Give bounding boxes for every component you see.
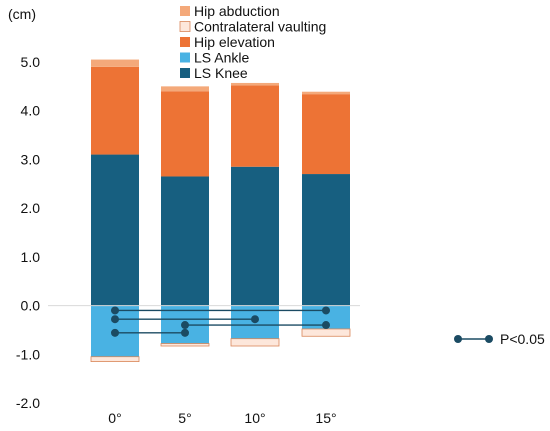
bar-segment-hip-elevation xyxy=(231,85,279,167)
legend-label-ls-knee: LS Knee xyxy=(194,65,248,81)
bar-segment-ls-knee xyxy=(91,154,139,306)
bar-segment-hip-abduction xyxy=(231,82,279,86)
bar-segment-hip-abduction xyxy=(91,59,139,67)
significance-legend-dot xyxy=(485,335,493,343)
significance-dot xyxy=(111,306,119,315)
legend-swatch-hip-abduction xyxy=(180,6,190,16)
significance-legend-label: P<0.05 xyxy=(500,331,545,347)
y-tick-label: 4.0 xyxy=(21,103,41,119)
significance-dot xyxy=(181,328,189,337)
bar-segment-ls-knee xyxy=(302,174,350,306)
significance-legend: P<0.05 xyxy=(454,331,545,347)
bar-segment-ls-ankle xyxy=(302,305,350,329)
legend-swatch-ls-knee xyxy=(180,68,190,78)
bar-segment-ls-knee xyxy=(161,176,209,306)
bar-segment-hip-abduction xyxy=(161,86,209,92)
x-tick-label: 15° xyxy=(315,410,336,426)
x-axis-ticks: 0° 5° 10° 15° xyxy=(108,410,336,426)
x-tick-label: 5° xyxy=(178,410,191,426)
significance-dot xyxy=(111,315,119,324)
x-tick-label: 0° xyxy=(108,410,121,426)
y-tick-label: 5.0 xyxy=(21,54,41,70)
y-tick-label: -2.0 xyxy=(16,395,40,411)
bar-segment-contralateral-vaulting xyxy=(160,343,210,347)
significance-markers xyxy=(111,306,330,337)
significance-dot xyxy=(322,306,330,315)
significance-legend-dot xyxy=(454,335,462,343)
significance-dot xyxy=(181,321,189,330)
legend-swatch-hip-elevation xyxy=(180,37,190,47)
bar-segment-hip-elevation xyxy=(91,66,139,155)
y-axis-ticks: 5.0 4.0 3.0 2.0 1.0 0.0 -1.0 -2.0 xyxy=(16,54,40,411)
legend-label-hip-abduction: Hip abduction xyxy=(194,3,280,19)
significance-dot xyxy=(111,328,119,337)
bar-segment-hip-elevation xyxy=(302,94,350,175)
y-tick-label: 3.0 xyxy=(21,151,41,167)
y-tick-label: 1.0 xyxy=(21,249,41,265)
bar-segment-hip-elevation xyxy=(161,91,209,177)
y-tick-label: 2.0 xyxy=(21,200,41,216)
significance-dot xyxy=(322,321,330,330)
bar-segment-contralateral-vaulting xyxy=(90,356,140,362)
y-unit-label: (cm) xyxy=(8,6,36,22)
bar-segment-contralateral-vaulting xyxy=(301,328,351,337)
legend-label-hip-elevation: Hip elevation xyxy=(194,34,275,50)
bars xyxy=(90,59,351,362)
bar-segment-contralateral-vaulting xyxy=(230,338,280,347)
legend-swatch-contralateral-vaulting xyxy=(179,21,191,32)
bar-segment-hip-abduction xyxy=(302,91,350,95)
x-tick-label: 10° xyxy=(244,410,265,426)
significance-dot xyxy=(251,315,259,324)
bar-segment-ls-knee xyxy=(231,166,279,306)
y-tick-label: -1.0 xyxy=(16,346,40,362)
legend-swatch-ls-ankle xyxy=(180,52,190,63)
legend-label-ls-ankle: LS Ankle xyxy=(194,50,249,66)
legend-label-contralateral-vaulting: Contralateral vaulting xyxy=(194,19,326,35)
y-tick-label: 0.0 xyxy=(21,298,41,314)
